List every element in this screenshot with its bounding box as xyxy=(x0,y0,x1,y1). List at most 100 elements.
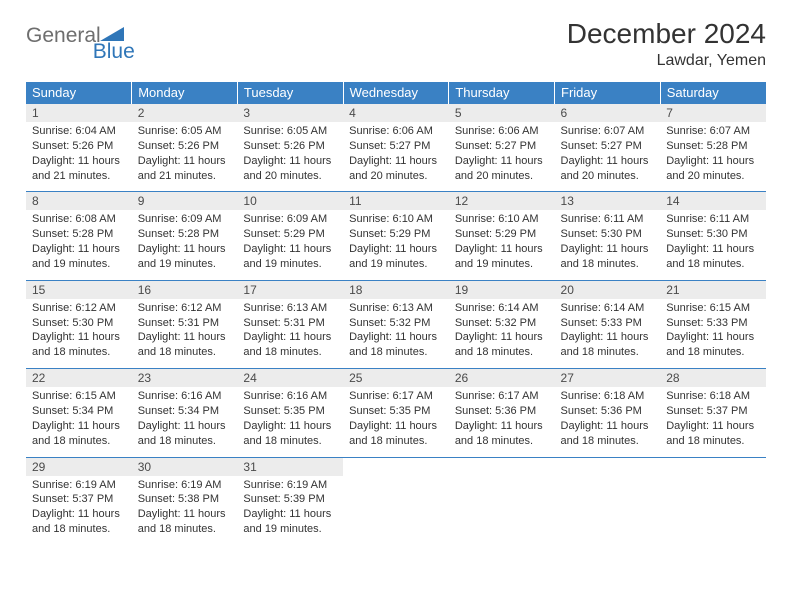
location: Lawdar, Yemen xyxy=(567,52,766,70)
sunrise-line: Sunrise: 6:17 AM xyxy=(455,389,549,404)
logo: General Blue xyxy=(26,24,171,48)
daylight-line: Daylight: 11 hours and 18 minutes. xyxy=(666,242,760,272)
day-number xyxy=(555,457,661,476)
day-number: 6 xyxy=(555,104,661,123)
sunrise-line: Sunrise: 6:19 AM xyxy=(243,478,337,493)
day-info: Sunrise: 6:12 AMSunset: 5:30 PMDaylight:… xyxy=(26,299,132,369)
day-number: 29 xyxy=(26,457,132,476)
sunset-line: Sunset: 5:28 PM xyxy=(138,227,232,242)
day-info: Sunrise: 6:19 AMSunset: 5:38 PMDaylight:… xyxy=(132,476,238,545)
daylight-line: Daylight: 11 hours and 18 minutes. xyxy=(561,330,655,360)
sunset-line: Sunset: 5:28 PM xyxy=(32,227,126,242)
sunrise-line: Sunrise: 6:08 AM xyxy=(32,212,126,227)
sunrise-line: Sunrise: 6:16 AM xyxy=(138,389,232,404)
sunrise-line: Sunrise: 6:13 AM xyxy=(349,301,443,316)
day-number-row: 1234567 xyxy=(26,104,766,123)
sunset-line: Sunset: 5:37 PM xyxy=(32,492,126,507)
sunrise-line: Sunrise: 6:10 AM xyxy=(455,212,549,227)
daylight-line: Daylight: 11 hours and 18 minutes. xyxy=(349,419,443,449)
daylight-line: Daylight: 11 hours and 18 minutes. xyxy=(666,330,760,360)
sunrise-line: Sunrise: 6:18 AM xyxy=(666,389,760,404)
sunset-line: Sunset: 5:29 PM xyxy=(455,227,549,242)
daylight-line: Daylight: 11 hours and 20 minutes. xyxy=(349,154,443,184)
daylight-line: Daylight: 11 hours and 20 minutes. xyxy=(455,154,549,184)
title-block: December 2024 Lawdar, Yemen xyxy=(567,18,766,70)
header: General Blue December 2024 Lawdar, Yemen xyxy=(26,18,766,70)
sunset-line: Sunset: 5:31 PM xyxy=(138,316,232,331)
daylight-line: Daylight: 11 hours and 18 minutes. xyxy=(32,330,126,360)
day-info: Sunrise: 6:10 AMSunset: 5:29 PMDaylight:… xyxy=(449,210,555,280)
sunrise-line: Sunrise: 6:09 AM xyxy=(243,212,337,227)
day-info: Sunrise: 6:10 AMSunset: 5:29 PMDaylight:… xyxy=(343,210,449,280)
daylight-line: Daylight: 11 hours and 19 minutes. xyxy=(32,242,126,272)
sunrise-line: Sunrise: 6:07 AM xyxy=(561,124,655,139)
sunrise-line: Sunrise: 6:06 AM xyxy=(349,124,443,139)
daylight-line: Daylight: 11 hours and 19 minutes. xyxy=(455,242,549,272)
day-info xyxy=(449,476,555,545)
daylight-line: Daylight: 11 hours and 18 minutes. xyxy=(32,419,126,449)
day-info: Sunrise: 6:13 AMSunset: 5:32 PMDaylight:… xyxy=(343,299,449,369)
sunset-line: Sunset: 5:26 PM xyxy=(243,139,337,154)
sunrise-line: Sunrise: 6:15 AM xyxy=(666,301,760,316)
day-info-row: Sunrise: 6:19 AM Sunset: 5:37 PM Daylight:… xyxy=(26,476,766,545)
day-info-row: Sunrise: 6:15 AMSunset: 5:34 PMDaylight:… xyxy=(26,387,766,457)
weekday-header: Saturday xyxy=(660,82,766,104)
day-info: Sunrise: 6:07 AMSunset: 5:27 PMDaylight:… xyxy=(555,122,661,192)
sunset-line: Sunset: 5:39 PM xyxy=(243,492,337,507)
sunrise-line: Sunrise: 6:04 AM xyxy=(32,124,126,139)
day-number: 10 xyxy=(237,192,343,211)
daylight-line: Daylight: 11 hours and 19 minutes. xyxy=(349,242,443,272)
day-info: Sunrise: 6:11 AMSunset: 5:30 PMDaylight:… xyxy=(660,210,766,280)
day-number: 8 xyxy=(26,192,132,211)
sunset-line: Sunset: 5:32 PM xyxy=(455,316,549,331)
sunset-line: Sunset: 5:34 PM xyxy=(138,404,232,419)
daylight-line: Daylight: 11 hours and 18 minutes. xyxy=(243,419,337,449)
day-number: 20 xyxy=(555,280,661,299)
day-number: 25 xyxy=(343,369,449,388)
sunset-line: Sunset: 5:30 PM xyxy=(32,316,126,331)
day-number: 26 xyxy=(449,369,555,388)
day-number xyxy=(449,457,555,476)
sunset-line: Sunset: 5:29 PM xyxy=(243,227,337,242)
daylight-line: Daylight: 11 hours and 18 minutes. xyxy=(138,507,232,537)
day-info: Sunrise: 6:19 AMSunset: 5:37 PMDaylight:… xyxy=(26,476,132,545)
day-info: Sunrise: 6:14 AMSunset: 5:33 PMDaylight:… xyxy=(555,299,661,369)
day-info xyxy=(660,476,766,545)
day-info: Sunrise: 6:08 AMSunset: 5:28 PMDaylight:… xyxy=(26,210,132,280)
sunset-line: Sunset: 5:37 PM xyxy=(666,404,760,419)
daylight-line: Daylight: 11 hours and 19 minutes. xyxy=(243,507,337,537)
daylight-line: Daylight: 11 hours and 18 minutes. xyxy=(666,419,760,449)
day-number: 9 xyxy=(132,192,238,211)
day-number: 22 xyxy=(26,369,132,388)
day-number: 16 xyxy=(132,280,238,299)
sunset-line: Sunset: 5:31 PM xyxy=(243,316,337,331)
day-number: 14 xyxy=(660,192,766,211)
day-info: Sunrise: 6:11 AMSunset: 5:30 PMDaylight:… xyxy=(555,210,661,280)
day-info: Sunrise: 6:05 AMSunset: 5:26 PMDaylight:… xyxy=(237,122,343,192)
day-number-row: 22232425262728 xyxy=(26,369,766,388)
day-number: 27 xyxy=(555,369,661,388)
day-info: Sunrise: 6:04 AMSunset: 5:26 PMDaylight:… xyxy=(26,122,132,192)
day-number: 28 xyxy=(660,369,766,388)
sunrise-line: Sunrise: 6:17 AM xyxy=(349,389,443,404)
day-number: 13 xyxy=(555,192,661,211)
calendar-page: General Blue December 2024 Lawdar, Yemen… xyxy=(0,0,792,545)
day-info: Sunrise: 6:05 AMSunset: 5:26 PMDaylight:… xyxy=(132,122,238,192)
day-info: Sunrise: 6:06 AMSunset: 5:27 PMDaylight:… xyxy=(343,122,449,192)
day-info: Sunrise: 6:12 AMSunset: 5:31 PMDaylight:… xyxy=(132,299,238,369)
day-number xyxy=(343,457,449,476)
day-number: 15 xyxy=(26,280,132,299)
sunset-line: Sunset: 5:26 PM xyxy=(138,139,232,154)
sunrise-line: Sunrise: 6:15 AM xyxy=(32,389,126,404)
day-info: Sunrise: 6:06 AMSunset: 5:27 PMDaylight:… xyxy=(449,122,555,192)
day-info: Sunrise: 6:17 AMSunset: 5:35 PMDaylight:… xyxy=(343,387,449,457)
daylight-line: Daylight: 11 hours and 21 minutes. xyxy=(138,154,232,184)
day-number: 24 xyxy=(237,369,343,388)
daylight-line: Daylight: 11 hours and 19 minutes. xyxy=(243,242,337,272)
sunrise-line: Sunrise: 6:18 AM xyxy=(561,389,655,404)
weekday-header: Tuesday xyxy=(237,82,343,104)
day-number: 2 xyxy=(132,104,238,123)
sunset-line: Sunset: 5:34 PM xyxy=(32,404,126,419)
logo-text-blue: Blue xyxy=(93,40,135,64)
day-number: 23 xyxy=(132,369,238,388)
